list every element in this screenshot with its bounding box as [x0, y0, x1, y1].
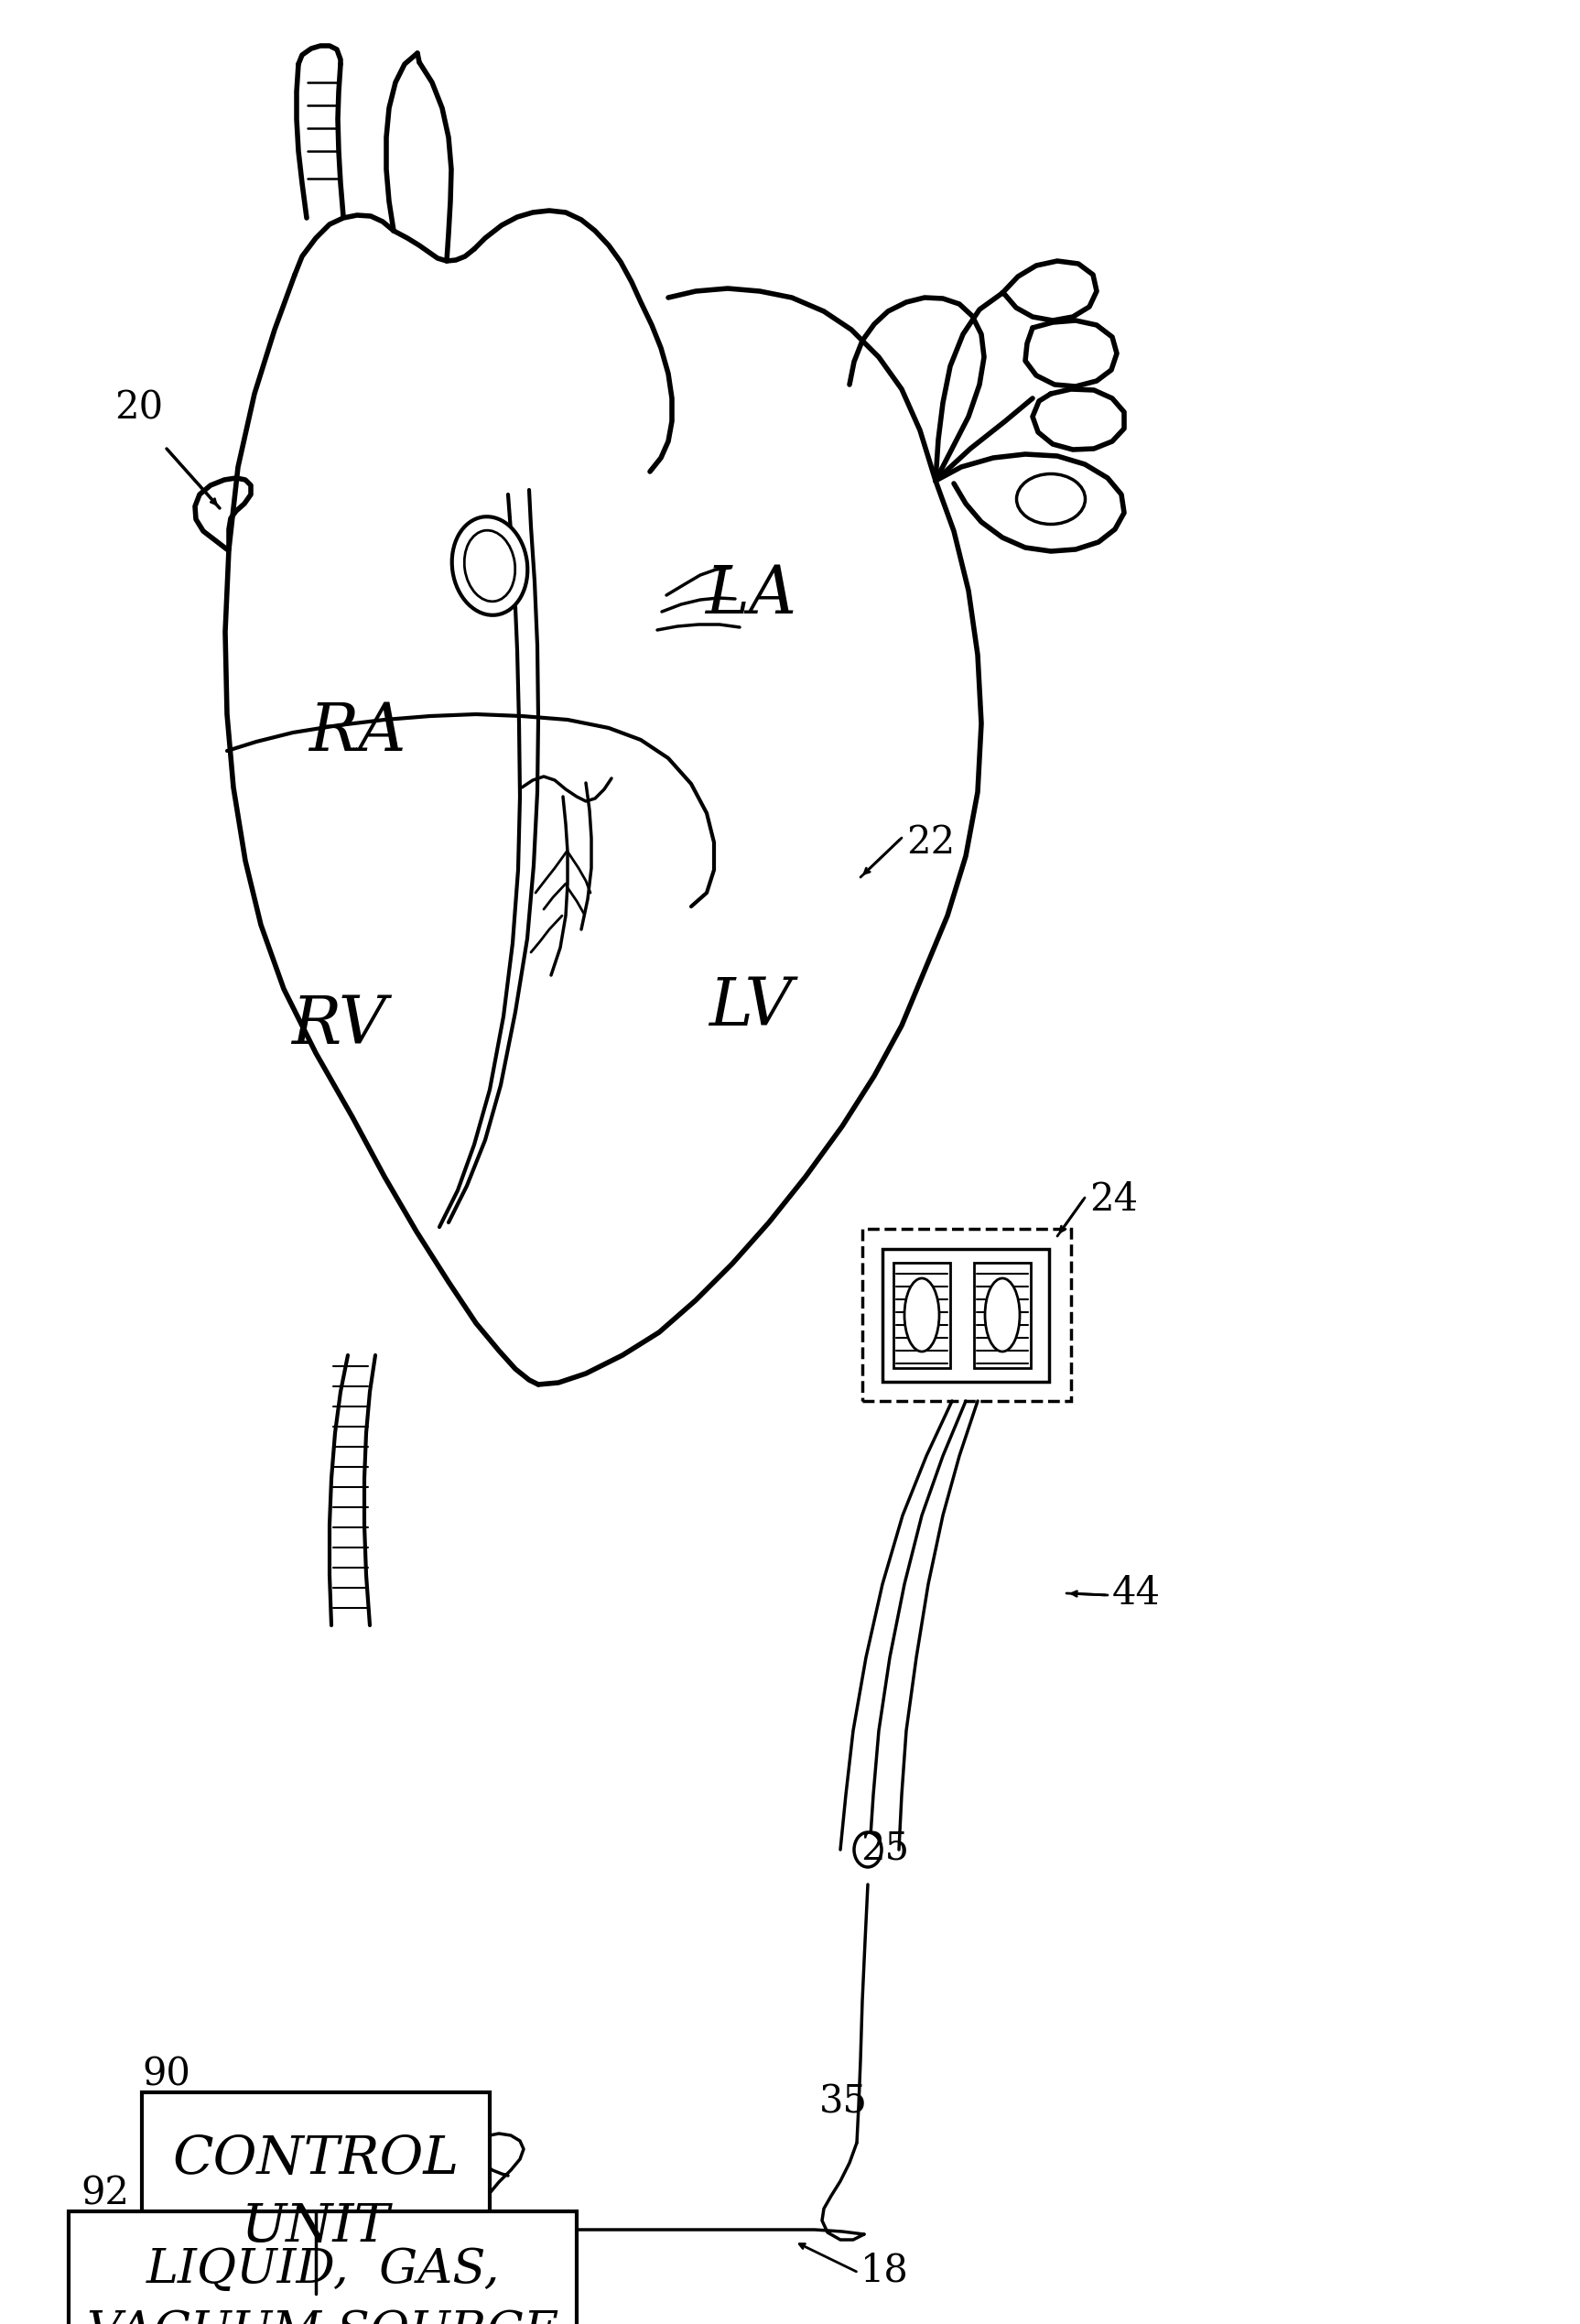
- Text: CONTROL
UNIT: CONTROL UNIT: [172, 2133, 460, 2252]
- Bar: [973, 1262, 1030, 1369]
- Ellipse shape: [984, 1278, 1019, 1353]
- Bar: [893, 1262, 950, 1369]
- Text: 22: 22: [907, 823, 954, 862]
- Text: LA: LA: [705, 562, 796, 627]
- Ellipse shape: [452, 516, 528, 616]
- Ellipse shape: [855, 1831, 882, 1866]
- Text: 20: 20: [114, 388, 163, 428]
- Text: 92: 92: [81, 2173, 130, 2212]
- Bar: [68, 2212, 577, 2324]
- Ellipse shape: [465, 530, 515, 602]
- Text: RV: RV: [291, 992, 386, 1057]
- Ellipse shape: [904, 1278, 939, 1353]
- Text: 44: 44: [1112, 1573, 1161, 1613]
- Text: 25: 25: [861, 1831, 908, 1868]
- Text: 35: 35: [820, 2082, 867, 2122]
- Text: RA: RA: [308, 700, 406, 765]
- Bar: [142, 2092, 490, 2294]
- Text: 90: 90: [142, 2054, 190, 2094]
- Bar: [863, 1229, 1071, 1401]
- Text: LIQUID,  GAS,
VACUUM SOURCE: LIQUID, GAS, VACUUM SOURCE: [87, 2247, 558, 2324]
- Text: 24: 24: [1089, 1181, 1138, 1218]
- Ellipse shape: [1016, 474, 1085, 525]
- Text: 18: 18: [861, 2252, 908, 2289]
- Bar: [883, 1248, 1049, 1383]
- Text: LV: LV: [709, 976, 793, 1039]
